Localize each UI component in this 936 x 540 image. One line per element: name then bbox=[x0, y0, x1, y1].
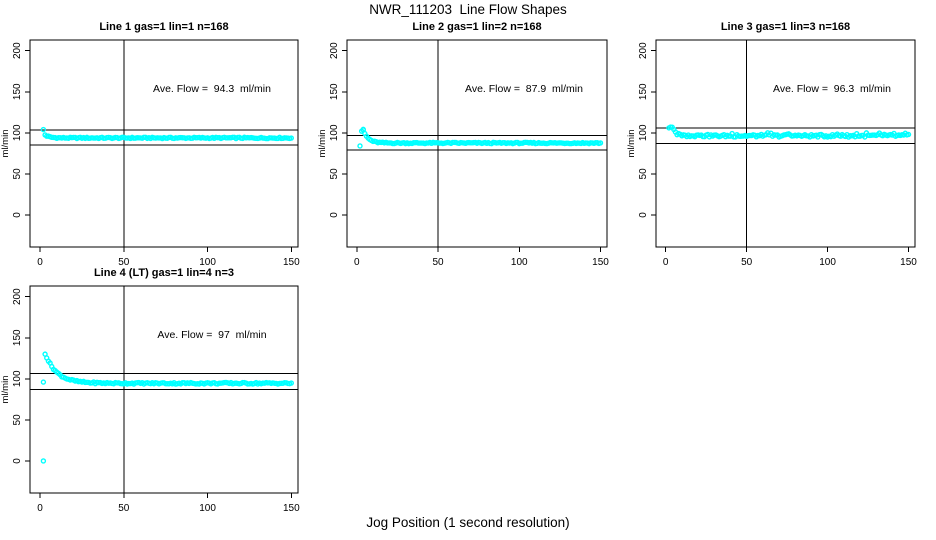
svg-text:200: 200 bbox=[638, 42, 649, 59]
subplot-title-line-3: Line 3 gas=1 lin=3 n=168 bbox=[720, 21, 851, 33]
svg-text:150: 150 bbox=[329, 83, 340, 100]
subplot-canvas-line-2: 0 50 100 150 0 50 100 150 200 ml/min bbox=[317, 39, 609, 268]
main-title: NWR_111203 Line Flow Shapes bbox=[369, 2, 567, 17]
svg-text:100: 100 bbox=[12, 124, 23, 141]
svg-text:50: 50 bbox=[12, 414, 23, 426]
subplot-canvas-line-3: 0 50 100 150 0 50 100 150 200 ml/min bbox=[626, 39, 917, 268]
svg-text:100: 100 bbox=[199, 257, 216, 268]
svg-text:150: 150 bbox=[12, 329, 23, 346]
ave-flow-annotation-line-2: Ave. Flow = 87.9 ml/min bbox=[465, 83, 583, 95]
svg-text:150: 150 bbox=[592, 257, 609, 268]
ave-flow-annotation-line-4: Ave. Flow = 97 ml/min bbox=[157, 329, 267, 341]
subplot-title-line-4: Line 4 (LT) gas=1 lin=4 n=3 bbox=[93, 267, 235, 279]
svg-text:50: 50 bbox=[118, 257, 130, 268]
svg-text:ml/min: ml/min bbox=[0, 130, 11, 158]
svg-text:ml/min: ml/min bbox=[626, 130, 637, 158]
svg-text:150: 150 bbox=[283, 257, 300, 268]
ave-flow-annotation-line-3: Ave. Flow = 96.3 ml/min bbox=[773, 83, 891, 95]
svg-text:200: 200 bbox=[12, 42, 23, 59]
svg-text:100: 100 bbox=[329, 124, 340, 141]
svg-text:50: 50 bbox=[12, 168, 23, 180]
subplot-canvas-line-1: 0 50 100 150 0 50 100 150 200 ml/min bbox=[0, 39, 300, 268]
svg-text:0: 0 bbox=[12, 458, 23, 464]
svg-text:50: 50 bbox=[638, 168, 649, 180]
svg-text:100: 100 bbox=[511, 257, 528, 268]
svg-text:150: 150 bbox=[12, 83, 23, 100]
subplot-canvas-line-4: 0 50 100 150 0 50 100 150 200 ml/min bbox=[0, 285, 300, 514]
svg-text:0: 0 bbox=[329, 212, 340, 218]
x-axis-label: Jog Position (1 second resolution) bbox=[366, 515, 570, 530]
svg-text:100: 100 bbox=[12, 370, 23, 387]
svg-text:150: 150 bbox=[900, 257, 917, 268]
svg-text:0: 0 bbox=[663, 257, 669, 268]
svg-text:200: 200 bbox=[12, 288, 23, 305]
svg-text:150: 150 bbox=[283, 503, 300, 514]
svg-text:200: 200 bbox=[329, 42, 340, 59]
subplot-title-line-2: Line 2 gas=1 lin=2 n=168 bbox=[412, 21, 542, 33]
svg-text:50: 50 bbox=[432, 257, 444, 268]
svg-text:0: 0 bbox=[37, 257, 43, 268]
svg-text:ml/min: ml/min bbox=[317, 130, 328, 158]
svg-text:0: 0 bbox=[638, 212, 649, 218]
svg-text:150: 150 bbox=[638, 83, 649, 100]
svg-text:0: 0 bbox=[12, 212, 23, 218]
svg-text:100: 100 bbox=[819, 257, 836, 268]
svg-text:50: 50 bbox=[741, 257, 753, 268]
svg-text:50: 50 bbox=[329, 168, 340, 180]
svg-text:0: 0 bbox=[354, 257, 360, 268]
subplot-title-line-1: Line 1 gas=1 lin=1 n=168 bbox=[99, 21, 229, 33]
svg-text:ml/min: ml/min bbox=[0, 376, 11, 404]
svg-text:100: 100 bbox=[199, 503, 216, 514]
svg-text:50: 50 bbox=[118, 503, 130, 514]
svg-text:100: 100 bbox=[638, 124, 649, 141]
svg-text:0: 0 bbox=[37, 503, 43, 514]
ave-flow-annotation-line-1: Ave. Flow = 94.3 ml/min bbox=[153, 83, 271, 95]
